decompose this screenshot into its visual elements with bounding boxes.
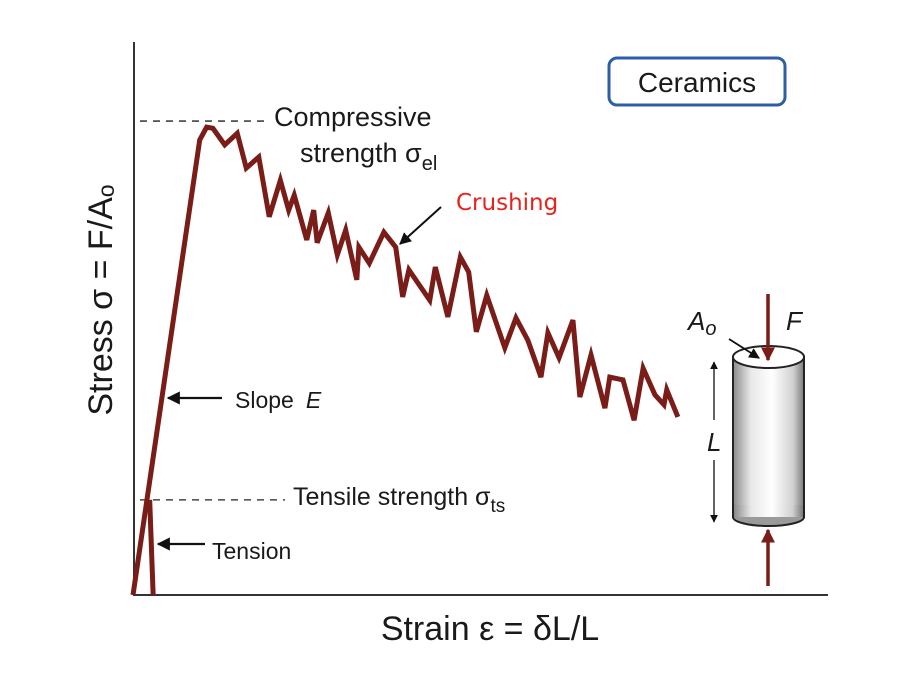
area-subscript: o bbox=[705, 318, 716, 340]
tensile-subscript: ts bbox=[490, 496, 505, 517]
area-letter: A bbox=[686, 306, 705, 336]
area-label: Ao bbox=[686, 306, 716, 340]
length-label: L bbox=[707, 427, 721, 457]
y-axis-label: Stress σ = F/Aₒ bbox=[82, 184, 120, 415]
tensile-strength-label: Tensile strength σts bbox=[293, 483, 505, 517]
ceramics-badge bbox=[607, 56, 787, 107]
slope-label: Slope E bbox=[235, 387, 322, 413]
slope-text: Slope bbox=[235, 387, 294, 413]
compressive-label-line2: strength σel bbox=[300, 138, 437, 175]
crushing-label: Crushing bbox=[456, 190, 558, 216]
tension-label: Tension bbox=[212, 538, 291, 564]
slope-symbol: E bbox=[306, 387, 322, 413]
force-label: F bbox=[786, 306, 804, 336]
tensile-text: Tensile strength σ bbox=[293, 483, 491, 511]
specimen-cylinder bbox=[732, 345, 805, 527]
compressive-subscript: el bbox=[422, 153, 438, 175]
chart-title: Ceramics bbox=[638, 67, 756, 98]
crushing-arrow bbox=[399, 206, 442, 245]
compression-curve bbox=[130, 124, 681, 596]
x-axis-label: Strain ε = δL/L bbox=[381, 610, 599, 648]
compressive-label-text: strength σ bbox=[300, 138, 422, 168]
compressive-label-line1: Compressive bbox=[274, 102, 432, 132]
area-arrow bbox=[728, 338, 760, 359]
tension-curve bbox=[147, 499, 156, 596]
